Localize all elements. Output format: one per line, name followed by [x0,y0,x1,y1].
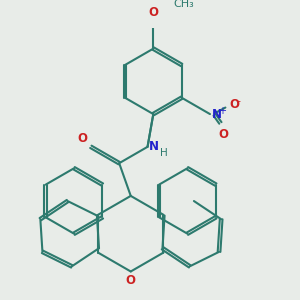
Text: CH₃: CH₃ [173,0,194,10]
Text: O: O [78,132,88,145]
Text: O: O [218,128,229,141]
Text: -: - [236,96,240,106]
Text: O: O [229,98,239,111]
Text: O: O [126,274,136,287]
Text: N: N [212,108,221,121]
Text: H: H [160,148,168,158]
Text: O: O [148,6,158,19]
Text: +: + [218,106,226,116]
Text: N: N [149,140,159,153]
